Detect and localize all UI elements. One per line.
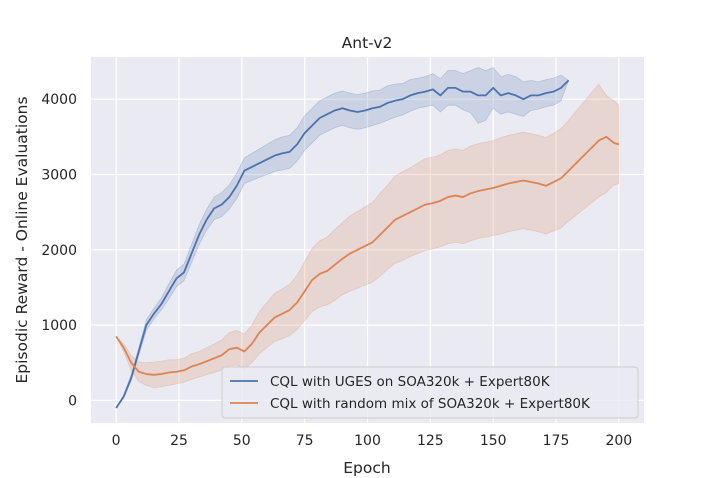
y-tick-label: 4000 xyxy=(41,92,77,108)
legend: CQL with UGES on SOA320k + Expert80K CQL… xyxy=(221,366,639,419)
x-tick-label: 75 xyxy=(296,433,314,449)
legend-label-random-mix: CQL with random mix of SOA320k + Expert8… xyxy=(270,396,591,412)
y-tick-labels: 0 1000 2000 3000 4000 xyxy=(41,92,77,409)
x-tick-label: 175 xyxy=(543,433,570,449)
x-tick-label: 150 xyxy=(480,433,507,449)
y-tick-label: 1000 xyxy=(41,318,77,334)
x-tick-label: 0 xyxy=(112,433,121,449)
x-tick-label: 200 xyxy=(605,433,632,449)
y-tick-label: 0 xyxy=(68,393,77,409)
legend-label-ucb: CQL with UGES on SOA320k + Expert80K xyxy=(270,374,551,390)
x-tick-labels: 0 25 50 75 100 125 150 175 200 xyxy=(112,433,633,449)
y-tick-label: 3000 xyxy=(41,167,77,183)
y-tick-label: 2000 xyxy=(41,243,77,259)
x-tick-label: 50 xyxy=(233,433,251,449)
series-lines xyxy=(115,79,620,409)
x-tick-label: 25 xyxy=(170,433,188,449)
x-tick-label: 100 xyxy=(354,433,381,449)
series-line-1 xyxy=(115,135,620,376)
y-axis-label: Episodic Reward - Online Evaluations xyxy=(13,96,31,383)
x-axis-label: Epoch xyxy=(343,459,390,477)
legend-box xyxy=(221,366,639,419)
chart-title: Ant-v2 xyxy=(342,34,393,52)
series-line-0 xyxy=(115,79,570,409)
x-tick-label: 125 xyxy=(417,433,444,449)
